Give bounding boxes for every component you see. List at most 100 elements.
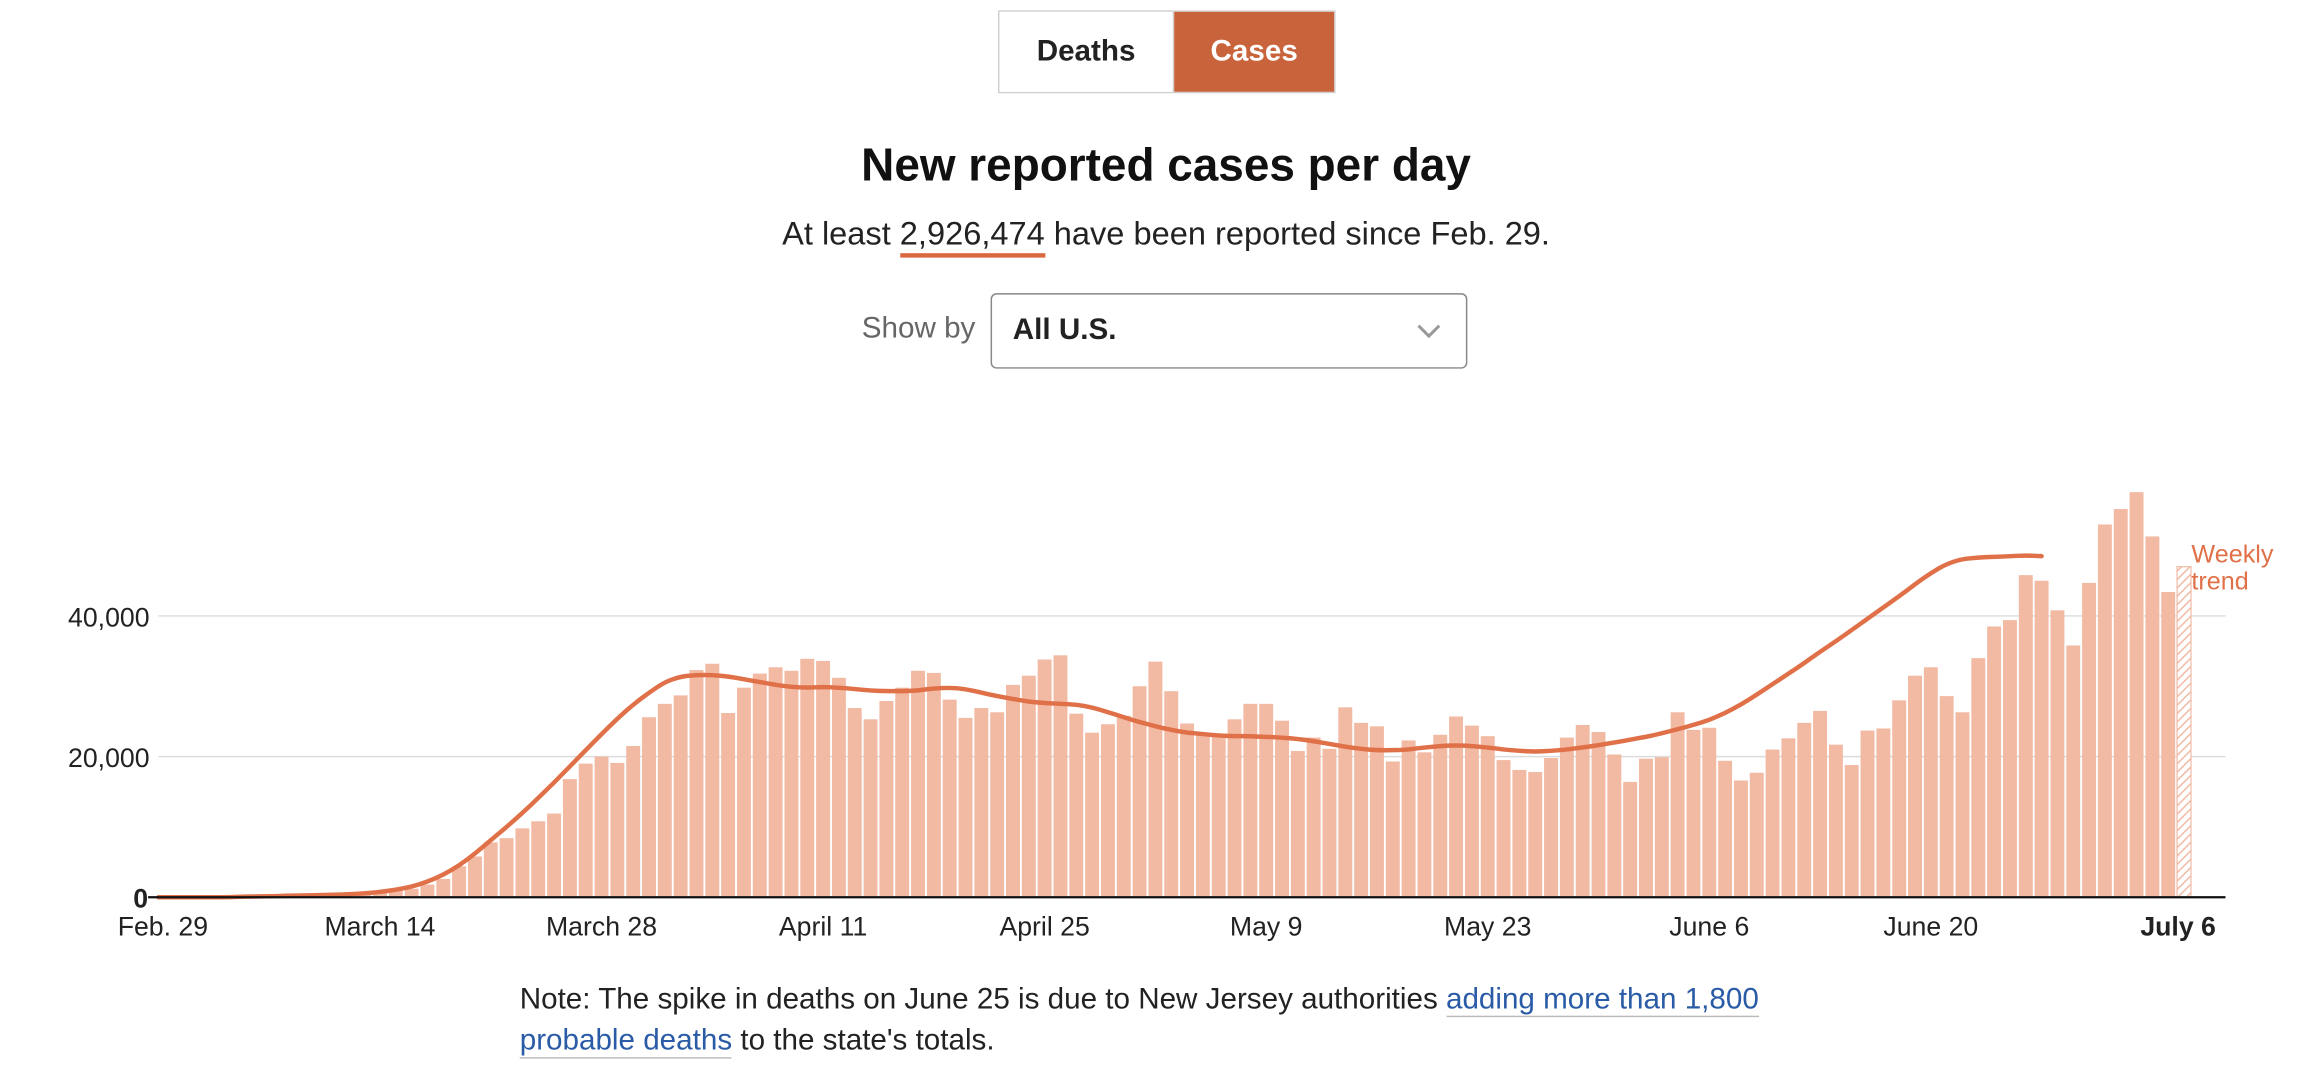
bar bbox=[610, 762, 625, 898]
bar bbox=[974, 708, 989, 898]
bar bbox=[2113, 509, 2128, 898]
bar bbox=[1338, 707, 1353, 898]
bar bbox=[689, 670, 704, 898]
bar bbox=[436, 878, 451, 898]
bar bbox=[452, 866, 467, 898]
chart-note: Note: The spike in deaths on June 25 is … bbox=[519, 979, 1853, 1062]
subtitle-suffix: have been reported since Feb. 29. bbox=[1044, 214, 1550, 252]
bar bbox=[626, 746, 641, 898]
bar bbox=[847, 708, 862, 898]
bar bbox=[1544, 757, 1558, 898]
bar bbox=[420, 884, 435, 898]
bar bbox=[1512, 769, 1527, 898]
bar bbox=[594, 756, 609, 898]
total-cases: 2,926,474 bbox=[899, 214, 1045, 258]
bar bbox=[1021, 675, 1036, 898]
bar bbox=[926, 672, 941, 898]
bar bbox=[1765, 749, 1780, 898]
bar bbox=[1480, 736, 1495, 898]
bar bbox=[1180, 723, 1195, 898]
bar bbox=[515, 828, 530, 898]
show-by-label: Show by bbox=[861, 312, 976, 345]
bar bbox=[467, 856, 482, 898]
weekly-trend-label-line: Weekly bbox=[2191, 541, 2273, 569]
bar bbox=[800, 658, 815, 898]
bar bbox=[1259, 703, 1274, 898]
bar bbox=[1227, 719, 1242, 898]
chart-title: New reported cases per day bbox=[861, 139, 1471, 191]
bar bbox=[1322, 748, 1337, 898]
bar bbox=[1243, 703, 1258, 898]
bar bbox=[642, 717, 656, 898]
bar bbox=[1908, 675, 1922, 898]
bar bbox=[831, 677, 846, 898]
x-tick-label: March 14 bbox=[324, 912, 435, 942]
bar bbox=[1433, 734, 1448, 898]
bar bbox=[1528, 772, 1543, 898]
weekly-trend-line bbox=[156, 553, 2044, 900]
bar bbox=[1670, 712, 1685, 898]
x-tick-label: Feb. 29 bbox=[118, 912, 208, 942]
bar bbox=[2082, 582, 2097, 898]
note-suffix: to the state's totals. bbox=[732, 1024, 995, 1058]
bar bbox=[1686, 729, 1701, 898]
bar bbox=[2097, 524, 2112, 898]
bar bbox=[1733, 780, 1748, 898]
bar bbox=[1496, 760, 1511, 898]
bar bbox=[816, 660, 831, 898]
bar bbox=[1797, 722, 1812, 898]
bar bbox=[958, 717, 973, 898]
bar bbox=[1401, 740, 1416, 898]
bar bbox=[1037, 659, 1052, 898]
bar bbox=[2050, 610, 2065, 898]
bar bbox=[1132, 686, 1147, 898]
bar bbox=[2034, 580, 2049, 898]
bar bbox=[1116, 715, 1131, 898]
bar bbox=[752, 673, 767, 898]
bar bbox=[1164, 691, 1179, 898]
bar bbox=[1923, 667, 1938, 898]
chevron-down-icon bbox=[1417, 324, 1441, 339]
bar bbox=[736, 687, 751, 898]
bar bbox=[1369, 726, 1384, 898]
bar bbox=[1749, 772, 1764, 898]
bar bbox=[705, 663, 720, 898]
bar bbox=[1591, 731, 1606, 898]
bar bbox=[721, 712, 736, 898]
note-link-part2[interactable]: probable deaths bbox=[519, 1024, 733, 1059]
bar bbox=[1781, 738, 1796, 898]
x-tick-label: May 9 bbox=[1230, 912, 1303, 942]
bar bbox=[673, 695, 688, 898]
bar bbox=[1892, 700, 1907, 898]
bar bbox=[1195, 735, 1210, 898]
metric-toggle: Deaths Cases bbox=[997, 10, 1336, 94]
bar bbox=[1306, 737, 1321, 898]
bar bbox=[657, 703, 672, 898]
bar bbox=[1211, 734, 1226, 898]
weekly-trend-label: Weekly trend bbox=[2191, 541, 2273, 596]
bar bbox=[1654, 757, 1669, 898]
bar bbox=[2129, 492, 2144, 898]
bar bbox=[1844, 765, 1859, 898]
region-select[interactable]: All U.S. bbox=[990, 293, 1468, 369]
bar bbox=[499, 838, 514, 898]
bar bbox=[1417, 752, 1432, 898]
bar bbox=[1354, 722, 1369, 898]
bar bbox=[531, 821, 546, 898]
bar bbox=[578, 763, 593, 898]
bar bbox=[784, 670, 799, 898]
note-link-part1[interactable]: adding more than 1,800 bbox=[1445, 983, 1759, 1018]
bar bbox=[2145, 536, 2160, 898]
bar bbox=[1575, 724, 1590, 898]
cases-chart: 0 20,000 40,000 Feb. 29 March 14 March 28 Apri… bbox=[68, 492, 2274, 942]
x-tick-label: June 6 bbox=[1669, 912, 1749, 942]
bar bbox=[2018, 575, 2033, 898]
x-tick-label: April 25 bbox=[999, 912, 1089, 942]
bar bbox=[911, 670, 925, 898]
cases-button[interactable]: Cases bbox=[1174, 11, 1335, 92]
weekly-trend-label-line: trend bbox=[2191, 567, 2248, 595]
bar bbox=[768, 667, 783, 898]
bar bbox=[879, 701, 894, 898]
deaths-button[interactable]: Deaths bbox=[999, 11, 1175, 92]
